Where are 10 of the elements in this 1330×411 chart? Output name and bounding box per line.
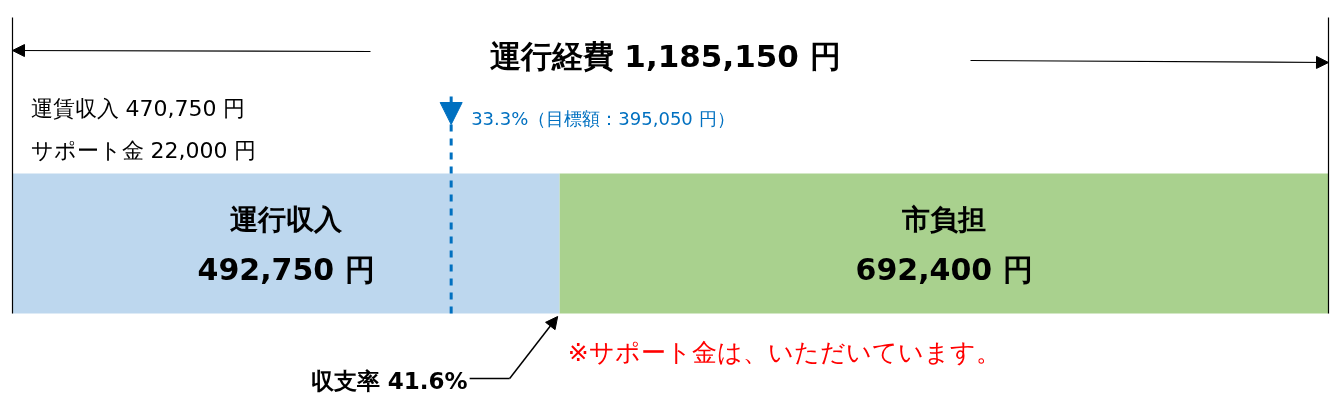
text: 運賃収入 470,750 円 bbox=[30, 96, 246, 121]
chart-title: 運行経費 1,185,150 円 bbox=[489, 37, 841, 74]
text: ※サポート金は、いただいています。 bbox=[567, 338, 1001, 367]
series-label: 市負担 bbox=[901, 203, 987, 236]
annotation: サポート金 22,000 円 bbox=[30, 138, 257, 163]
data-label: 492,750 円 bbox=[197, 252, 375, 287]
data-label: 692,400 円 bbox=[855, 252, 1033, 287]
series-label: 運行収入 bbox=[230, 203, 344, 236]
ref-line-label: 33.3%（目標額：395,050 円） bbox=[471, 108, 735, 129]
text: 収支率 41.6% bbox=[310, 367, 468, 394]
